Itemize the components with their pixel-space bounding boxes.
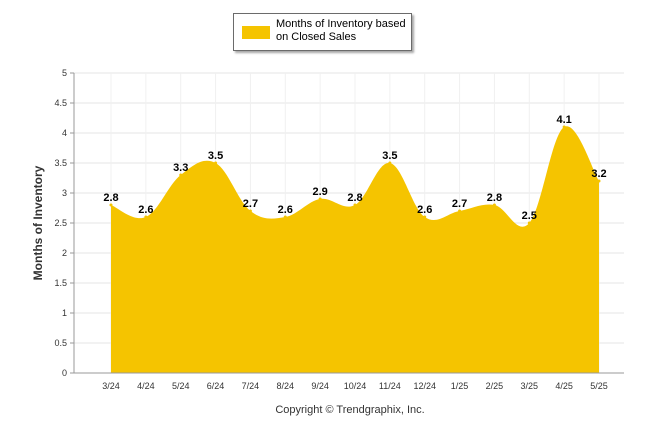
y-tick-label: 0 <box>62 368 67 378</box>
copyright-text: Copyright © Trendgraphix, Inc. <box>275 404 424 416</box>
data-point <box>283 215 287 219</box>
legend-swatch <box>242 26 270 39</box>
x-tick-label: 5/24 <box>172 381 190 391</box>
x-tick-label: 10/24 <box>344 381 367 391</box>
area-series <box>109 125 601 373</box>
data-point <box>318 197 322 201</box>
data-label: 2.8 <box>347 192 362 204</box>
data-point <box>527 221 531 225</box>
data-label: 3.5 <box>208 150 223 162</box>
data-labels: 2.8 2.6 3.3 3.5 2.7 2.6 2.9 2.8 3.5 2.6 2.7 2.8 2.5 4… <box>103 114 606 222</box>
data-point <box>597 179 601 183</box>
x-tick-label: 6/24 <box>207 381 225 391</box>
data-label: 2.8 <box>103 192 118 204</box>
data-point <box>423 215 427 219</box>
y-tick-label: 2.5 <box>54 218 67 228</box>
data-label: 2.7 <box>243 198 258 210</box>
y-tick-label: 3.5 <box>54 158 67 168</box>
data-label: 2.6 <box>278 204 293 216</box>
data-label: 3.3 <box>173 162 188 174</box>
data-label: 2.6 <box>417 204 432 216</box>
data-point <box>458 209 462 213</box>
data-point <box>492 203 496 207</box>
data-label: 2.5 <box>522 210 537 222</box>
data-label: 3.5 <box>382 150 397 162</box>
axes: 0 0.5 1 1.5 2 2.5 3 3.5 4 4.5 5 3/24 4/24 5/24 6/24 7/2… <box>54 68 624 391</box>
y-tick-label: 2 <box>62 248 67 258</box>
x-tick-label: 11/24 <box>379 381 401 391</box>
x-tick-label: 12/24 <box>413 381 436 391</box>
y-tick-label: 1.5 <box>54 278 67 288</box>
x-tick-label: 9/24 <box>311 381 329 391</box>
x-tick-label: 8/24 <box>277 381 295 391</box>
x-tick-label: 1/25 <box>451 381 469 391</box>
y-axis-title: Months of Inventory <box>31 165 45 280</box>
x-tick-label: 5/25 <box>590 381 608 391</box>
data-point <box>214 161 218 165</box>
y-tick-label: 3 <box>62 188 67 198</box>
data-point <box>144 215 148 219</box>
x-tick-label: 4/24 <box>137 381 155 391</box>
data-label: 2.8 <box>487 192 502 204</box>
x-tick-label: 3/25 <box>521 381 539 391</box>
y-tick-label: 0.5 <box>54 338 67 348</box>
data-label: 2.9 <box>312 186 327 198</box>
data-label: 2.7 <box>452 198 467 210</box>
x-tick-label: 2/25 <box>486 381 504 391</box>
data-point <box>109 203 113 207</box>
data-point <box>179 173 183 177</box>
legend: Months of Inventory based on Closed Sale… <box>233 13 412 51</box>
data-label: 3.2 <box>591 168 606 180</box>
data-point <box>248 209 252 213</box>
y-tick-label: 4.5 <box>54 98 67 108</box>
data-point <box>388 161 392 165</box>
data-point <box>353 203 357 207</box>
y-tick-label: 1 <box>62 308 67 318</box>
area-fill <box>111 126 599 373</box>
y-tick-label: 4 <box>62 128 67 138</box>
y-tick-label: 5 <box>62 68 67 78</box>
legend-label: Months of Inventory based on Closed Sale… <box>276 18 406 43</box>
x-tick-label: 3/24 <box>102 381 120 391</box>
x-tick-label: 7/24 <box>242 381 260 391</box>
data-label: 4.1 <box>556 114 571 126</box>
data-label: 2.6 <box>138 204 153 216</box>
data-point <box>562 125 566 129</box>
x-tick-label: 4/25 <box>555 381 573 391</box>
